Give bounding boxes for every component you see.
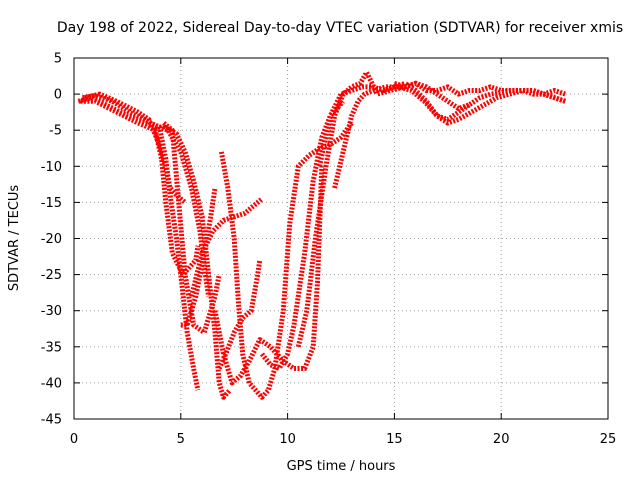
y-tick-label: -25 [41, 268, 62, 283]
y-tick-label: -45 [41, 413, 62, 428]
grid [74, 58, 608, 419]
y-tick-label: -10 [41, 160, 62, 175]
y-tick-label: -5 [49, 124, 62, 139]
y-tick-label: -35 [41, 340, 62, 355]
y-tick-label: -30 [41, 304, 62, 319]
series-line-9 [218, 121, 354, 400]
series-line-11 [189, 196, 264, 297]
y-tick-label: 5 [54, 52, 62, 67]
series-line-1 [77, 95, 201, 391]
x-tick-label: 10 [279, 432, 296, 447]
series-line-7 [180, 187, 218, 328]
series-line-5 [162, 124, 232, 400]
series-line-3 [84, 91, 187, 205]
y-tick-label: -40 [41, 376, 62, 391]
x-tick-label: 20 [493, 432, 510, 447]
x-tick-label: 15 [386, 432, 403, 447]
series-line-10 [212, 166, 325, 386]
chart-title: Day 198 of 2022, Sidereal Day-to-day VTE… [57, 20, 623, 36]
x-tick-label: 25 [600, 432, 617, 447]
y-tick-label: 0 [54, 88, 62, 103]
y-tick-label: -20 [41, 232, 62, 247]
x-axis-label: GPS time / hours [287, 459, 396, 474]
series-line-4 [82, 93, 212, 297]
y-tick-label: -15 [41, 196, 62, 211]
series-line-2 [80, 98, 201, 278]
x-tick-label: 5 [177, 432, 185, 447]
data-series [77, 69, 567, 400]
y-axis-label: SDTVAR / TECUs [7, 185, 22, 292]
series-line-13 [295, 69, 567, 348]
series-line-14 [317, 80, 471, 167]
series-line-8 [216, 259, 263, 370]
x-tick-label: 0 [70, 432, 78, 447]
axis-ticks: 0 5 10 15 20 25 5 0 -5 -10 -15 -20 -25 -30 -35 -40 -45 [41, 52, 617, 448]
series-line-16 [393, 80, 567, 97]
